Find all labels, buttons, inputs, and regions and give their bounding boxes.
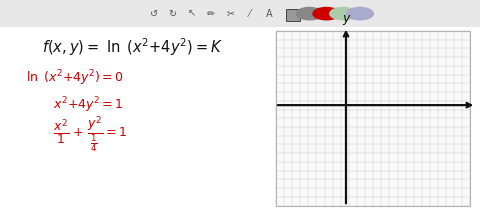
- Circle shape: [347, 7, 373, 20]
- Text: $\dfrac{x^2}{1}\ {+}\ \dfrac{y^2}{\,\frac{1}{4}\,}{=}1$: $\dfrac{x^2}{1}\ {+}\ \dfrac{y^2}{\,\fra…: [53, 115, 127, 155]
- Text: ✂: ✂: [227, 9, 234, 19]
- Text: ↻: ↻: [169, 9, 177, 19]
- FancyBboxPatch shape: [0, 0, 480, 28]
- Text: A: A: [265, 9, 272, 19]
- Text: $\ln\ (x^2{+}4y^2){=}0$: $\ln\ (x^2{+}4y^2){=}0$: [26, 68, 124, 88]
- Circle shape: [313, 7, 340, 20]
- Circle shape: [330, 7, 357, 20]
- FancyBboxPatch shape: [286, 9, 300, 21]
- Circle shape: [296, 7, 323, 20]
- Text: $f(x,y){=}\ \ln\ (x^2{+}4y^2){=}K$: $f(x,y){=}\ \ln\ (x^2{+}4y^2){=}K$: [42, 37, 222, 58]
- FancyBboxPatch shape: [276, 31, 470, 206]
- Text: ↺: ↺: [150, 9, 157, 19]
- Text: y: y: [342, 12, 349, 25]
- Text: x: x: [479, 99, 480, 112]
- Text: ↖: ↖: [188, 9, 196, 19]
- Text: ✏: ✏: [207, 9, 215, 19]
- Text: $x^2{+}4y^2{=}1$: $x^2{+}4y^2{=}1$: [53, 96, 123, 116]
- Text: ⁄: ⁄: [249, 9, 251, 19]
